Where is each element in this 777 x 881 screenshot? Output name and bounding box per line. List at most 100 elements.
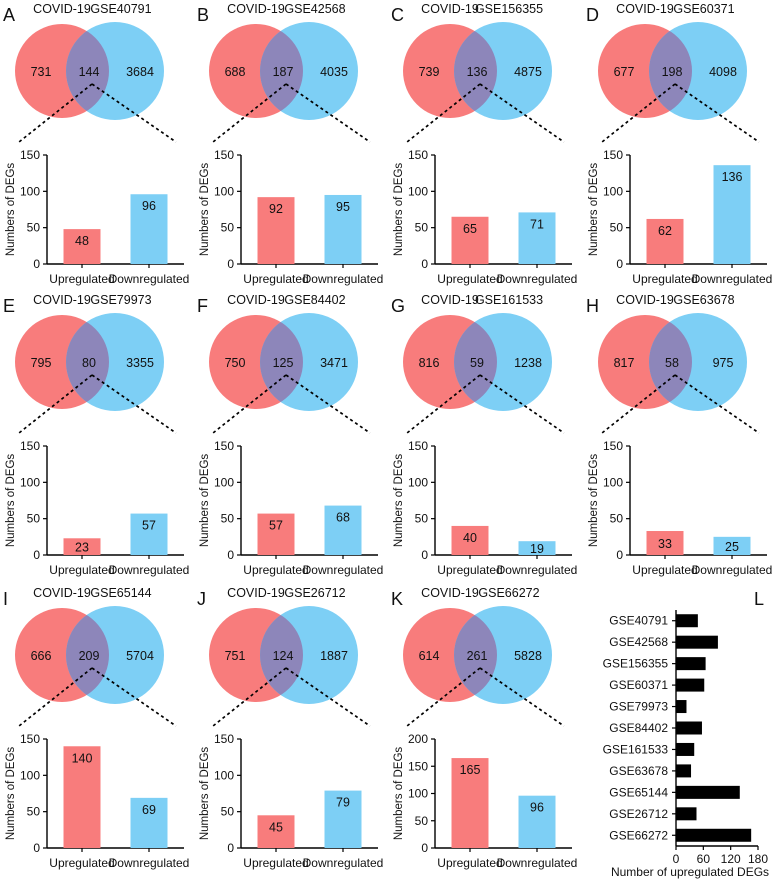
y-tick-label: 0: [421, 548, 428, 562]
panel-d: D COVID-19 GSE60371 677 198 4098 0 50 100 150Numb…: [586, 2, 772, 286]
y-tick-label: 0: [227, 257, 234, 271]
venn-left-title: COVID-19: [33, 2, 91, 16]
venn-left-title: COVID-19: [227, 293, 285, 307]
venn-overlap-count: 187: [273, 65, 294, 79]
bar-downregulated: [130, 797, 168, 848]
bar-value-label: 136: [722, 170, 743, 184]
y-tick-label: 0: [616, 257, 623, 271]
y-tick-label: 100: [408, 475, 428, 489]
venn-left-title: COVID-19: [227, 2, 285, 16]
venn-right-title: GSE156355: [475, 2, 543, 16]
y-axis-label: Numbers of DEGs: [393, 454, 405, 548]
venn-right-count: 5704: [126, 649, 154, 663]
y-tick-label: 0: [33, 548, 40, 562]
bar-gse66272: [676, 828, 752, 842]
y-tick-label: 150: [408, 759, 428, 773]
y-tick-label: 50: [610, 512, 624, 526]
category-label: GSE161533: [603, 742, 669, 756]
venn-left-title: COVID-19: [421, 293, 479, 307]
venn-right-count: 975: [713, 356, 734, 370]
y-tick-label: 100: [408, 184, 428, 198]
bar-value-label: 33: [658, 537, 672, 551]
bar-upregulated: [257, 197, 295, 264]
bar-value-label: 96: [530, 801, 544, 815]
y-tick-label: 150: [603, 439, 623, 453]
venn-right-count: 5828: [514, 649, 542, 663]
venn-left-count: 750: [225, 356, 246, 370]
bar-value-label: 40: [463, 531, 477, 545]
y-tick-label: 150: [20, 148, 40, 162]
bar-gse84402: [676, 721, 702, 735]
panel-a: A COVID-19 GSE40791 731 144 3684 0 50 100 150Numb…: [3, 2, 189, 286]
y-tick-label: 50: [221, 512, 235, 526]
panel-label: D: [586, 5, 599, 25]
x-category-label: Upregulated: [49, 563, 114, 577]
x-category-label: Downregulated: [497, 272, 578, 286]
panel-label: K: [391, 589, 403, 609]
venn-overlap: [260, 315, 303, 409]
bar-upregulated: [257, 815, 295, 848]
panel-l: L GSE40791 GSE42568 GSE156355 GSE60371 GSE799…: [603, 589, 769, 879]
y-tick-label: 100: [603, 475, 623, 489]
venn-right-count: 3684: [126, 65, 154, 79]
bar-value-label: 25: [725, 540, 739, 554]
y-tick-label: 0: [421, 257, 428, 271]
bar-upregulated: [451, 758, 489, 848]
y-axis-label: Numbers of DEGs: [199, 747, 211, 841]
bar-gse65144: [676, 785, 740, 799]
x-category-label: Upregulated: [632, 563, 697, 577]
panel-label: G: [391, 296, 405, 316]
bar-value-label: 57: [142, 519, 156, 533]
category-label: GSE156355: [603, 657, 669, 671]
category-label: GSE40791: [609, 614, 668, 628]
venn-left-title: COVID-19: [616, 293, 674, 307]
y-tick-label: 100: [20, 184, 40, 198]
bar-gse26712: [676, 807, 697, 821]
bar-downregulated: [324, 194, 362, 264]
y-tick-label: 150: [214, 148, 234, 162]
x-category-label: Downregulated: [497, 563, 578, 577]
y-tick-label: 100: [20, 475, 40, 489]
venn-left-title: COVID-19: [227, 586, 285, 600]
bar-gse161533: [676, 742, 695, 756]
y-tick-label: 100: [408, 787, 428, 801]
venn-overlap: [649, 24, 692, 118]
panel-label: A: [3, 5, 15, 25]
venn-overlap: [649, 315, 692, 409]
venn-right-title: GSE65144: [90, 586, 151, 600]
venn-left-title: COVID-19: [421, 586, 479, 600]
venn-overlap-count: 198: [662, 65, 683, 79]
panel-label: F: [197, 296, 208, 316]
y-tick-label: 100: [603, 184, 623, 198]
x-category-label: Upregulated: [437, 272, 502, 286]
x-category-label: Upregulated: [243, 272, 308, 286]
bar-value-label: 140: [72, 751, 93, 765]
y-tick-label: 50: [221, 221, 235, 235]
x-tick-label: 120: [721, 852, 741, 866]
category-label: GSE60371: [609, 678, 668, 692]
y-axis-label: Numbers of DEGs: [199, 163, 211, 257]
panel-b: B COVID-19 GSE42568 688 187 4035 0 50 100 150Numb…: [197, 2, 383, 286]
venn-overlap-count: 136: [467, 65, 488, 79]
y-axis-label: Numbers of DEGs: [588, 163, 600, 257]
venn-left-count: 751: [225, 649, 246, 663]
x-tick-label: 0: [673, 852, 680, 866]
x-category-label: Downregulated: [497, 856, 578, 870]
bar-gse40791: [676, 614, 698, 628]
y-tick-label: 50: [415, 221, 429, 235]
panel-i: I COVID-19 GSE65144 666 209 5704 0 50 100 150Numb…: [3, 586, 189, 870]
venn-right-title: GSE26712: [284, 586, 345, 600]
venn-left-title: COVID-19: [33, 586, 91, 600]
y-tick-label: 150: [408, 148, 428, 162]
category-label: GSE42568: [609, 635, 668, 649]
bar-value-label: 45: [269, 820, 283, 834]
venn-right-title: GSE66272: [478, 586, 539, 600]
y-axis-label: Numbers of DEGs: [588, 454, 600, 548]
panel-e: E COVID-19 GSE79973 795 80 3355 0 50 100 150Numbe…: [3, 293, 189, 577]
venn-right-title: GSE40791: [90, 2, 151, 16]
venn-overlap: [260, 608, 303, 702]
venn-overlap-count: 59: [470, 356, 484, 370]
y-tick-label: 100: [20, 768, 40, 782]
x-category-label: Upregulated: [437, 563, 502, 577]
